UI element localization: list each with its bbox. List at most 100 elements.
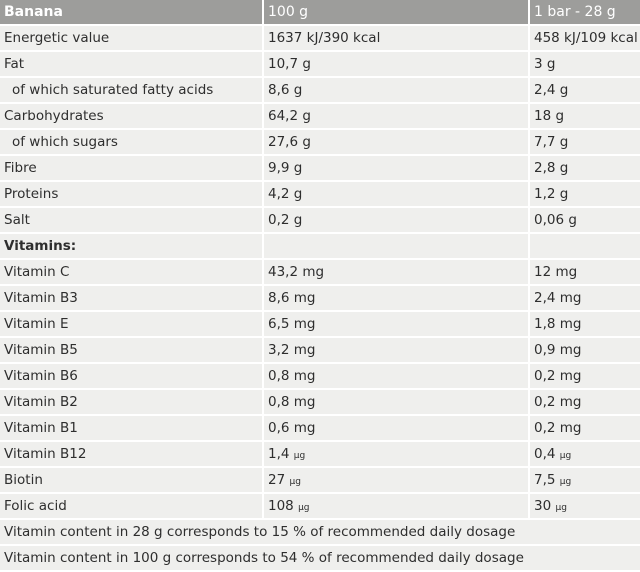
value-per-bar: 0,2 mg xyxy=(528,388,640,416)
value-per-bar: 7,5 µg xyxy=(528,466,640,494)
value-per-100g-text: 8,6 g xyxy=(268,82,303,98)
nutrient-label: Vitamins: xyxy=(0,232,264,260)
value-per-100g-text: 0,2 g xyxy=(268,212,303,228)
value-per-bar-text: 2,8 g xyxy=(534,160,569,176)
table-row: of which sugars 27,6 g 7,7 g xyxy=(0,128,640,156)
value-per-bar: 2,4 g xyxy=(528,76,640,104)
nutrient-label-text: Vitamin B3 xyxy=(4,290,78,306)
value-per-100g-text: 108 xyxy=(268,498,294,514)
value-per-bar: 7,7 g xyxy=(528,128,640,156)
value-per-100g: 1,4 µg xyxy=(262,440,530,468)
nutrient-label-text: Proteins xyxy=(4,186,59,202)
value-per-100g: 6,5 mg xyxy=(262,310,530,338)
nutrient-label: Energetic value xyxy=(0,24,264,52)
footnote-row: Vitamin content in 28 g corresponds to 1… xyxy=(0,518,640,546)
table-row: Carbohydrates 64,2 g 18 g xyxy=(0,102,640,130)
nutrient-label: Vitamin B5 xyxy=(0,336,264,364)
value-per-bar-text: 1,2 g xyxy=(534,186,569,202)
nutrient-label-text: Vitamin B1 xyxy=(4,420,78,436)
value-per-bar: 18 g xyxy=(528,102,640,130)
value-per-100g: 4,2 g xyxy=(262,180,530,208)
unit-text: µg xyxy=(559,477,572,487)
table-row: Vitamin B6 0,8 mg 0,2 mg xyxy=(0,362,640,390)
value-per-100g-text: 3,2 mg xyxy=(268,342,316,358)
value-per-100g: 0,8 mg xyxy=(262,362,530,390)
table-row: Vitamin B12 1,4 µg 0,4 µg xyxy=(0,440,640,468)
value-per-100g: 27 µg xyxy=(262,466,530,494)
nutrient-label: Vitamin B12 xyxy=(0,440,264,468)
value-per-100g-text: 0,8 mg xyxy=(268,368,316,384)
table-row: of which saturated fatty acids 8,6 g 2,4 g xyxy=(0,76,640,104)
nutrient-label-text: of which sugars xyxy=(12,134,118,150)
nutrient-label-text: Salt xyxy=(4,212,30,228)
unit-text: µg xyxy=(298,503,310,513)
nutrient-label-text: Vitamin C xyxy=(4,264,70,280)
value-per-bar: 30 µg xyxy=(528,492,640,520)
value-per-bar-text: 0,06 g xyxy=(534,212,577,228)
nutrient-label: Biotin xyxy=(0,466,264,494)
table-row: Vitamins: xyxy=(0,232,640,260)
table-row: Vitamin B5 3,2 mg 0,9 mg xyxy=(0,336,640,364)
value-per-bar-text: 0,2 mg xyxy=(534,394,582,410)
footnote: Vitamin content in 100 g corresponds to … xyxy=(0,544,640,572)
nutrient-label-text: Carbohydrates xyxy=(4,108,104,124)
value-per-100g: 3,2 mg xyxy=(262,336,530,364)
value-per-100g: 0,2 g xyxy=(262,206,530,234)
unit-text: µg xyxy=(293,451,306,461)
value-per-100g-text: 9,9 g xyxy=(268,160,303,176)
nutrient-label-text: Fibre xyxy=(4,160,37,176)
value-per-bar: 12 mg xyxy=(528,258,640,286)
unit-text: µg xyxy=(289,477,301,487)
value-per-bar-text: 0,2 mg xyxy=(534,368,582,384)
table-row: Biotin 27 µg 7,5 µg xyxy=(0,466,640,494)
value-per-100g-text: 8,6 mg xyxy=(268,290,316,306)
nutrient-label: Carbohydrates xyxy=(0,102,264,130)
value-per-100g: 10,7 g xyxy=(262,50,530,78)
value-per-100g: 0,8 mg xyxy=(262,388,530,416)
value-per-bar: 3 g xyxy=(528,50,640,78)
table-row: Vitamin B2 0,8 mg 0,2 mg xyxy=(0,388,640,416)
value-per-100g: 108 µg xyxy=(262,492,530,520)
nutrient-label-text: Vitamin B12 xyxy=(4,446,87,462)
nutrient-label-text: Vitamin B2 xyxy=(4,394,78,410)
nutrient-label: Vitamin B6 xyxy=(0,362,264,390)
value-per-bar: 2,8 g xyxy=(528,154,640,182)
value-per-100g-text: 1637 kJ/390 kcal xyxy=(268,30,381,46)
nutrient-label-text: Vitamin E xyxy=(4,316,69,332)
table-row: Proteins 4,2 g 1,2 g xyxy=(0,180,640,208)
value-per-100g-text: 27,6 g xyxy=(268,134,311,150)
value-per-100g xyxy=(262,232,530,260)
nutrient-label-text: Biotin xyxy=(4,472,43,488)
value-per-bar-text: 2,4 g xyxy=(534,82,569,98)
value-per-bar-text: 458 kJ/109 kcal xyxy=(534,30,638,46)
value-per-100g-text: 10,7 g xyxy=(268,56,311,72)
value-per-100g: 27,6 g xyxy=(262,128,530,156)
nutrient-label-text: of which saturated fatty acids xyxy=(12,82,214,98)
value-per-bar: 0,06 g xyxy=(528,206,640,234)
table-row: Energetic value 1637 kJ/390 kcal 458 kJ/10… xyxy=(0,24,640,52)
value-per-100g: 1637 kJ/390 kcal xyxy=(262,24,530,52)
value-per-bar-text: 0,9 mg xyxy=(534,342,582,358)
value-per-bar: 0,4 µg xyxy=(528,440,640,468)
nutrient-label-text: Vitamins: xyxy=(4,238,77,254)
value-per-100g: 0,6 mg xyxy=(262,414,530,442)
value-per-bar: 0,9 mg xyxy=(528,336,640,364)
table-row: Fat 10,7 g 3 g xyxy=(0,50,640,78)
value-per-100g-text: 4,2 g xyxy=(268,186,303,202)
value-per-bar-text: 18 g xyxy=(534,108,565,124)
value-per-bar-text: 7,5 xyxy=(534,472,556,488)
value-per-bar: 0,2 mg xyxy=(528,414,640,442)
value-per-100g-text: 64,2 g xyxy=(268,108,311,124)
value-per-100g-text: 0,8 mg xyxy=(268,394,316,410)
nutrient-label: Fibre xyxy=(0,154,264,182)
value-per-bar-text: 3 g xyxy=(534,56,556,72)
nutrient-label: Vitamin B2 xyxy=(0,388,264,416)
value-per-bar-text: 7,7 g xyxy=(534,134,569,150)
value-per-100g: 8,6 mg xyxy=(262,284,530,312)
value-per-100g: 8,6 g xyxy=(262,76,530,104)
value-per-bar: 2,4 mg xyxy=(528,284,640,312)
nutrient-label-text: Vitamin B6 xyxy=(4,368,78,384)
table-row: Fibre 9,9 g 2,8 g xyxy=(0,154,640,182)
nutrient-label-text: Fat xyxy=(4,56,25,72)
